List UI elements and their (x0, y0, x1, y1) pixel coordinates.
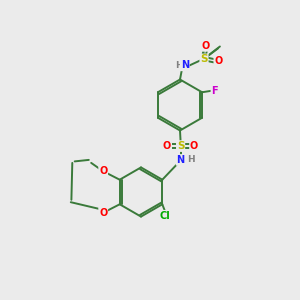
Text: N: N (176, 155, 185, 165)
Text: H: H (187, 155, 195, 164)
Text: O: O (99, 208, 107, 218)
Text: H: H (175, 61, 182, 70)
Text: O: O (163, 141, 171, 151)
Text: O: O (190, 141, 198, 151)
Text: F: F (212, 86, 218, 96)
Text: O: O (99, 166, 107, 176)
Text: S: S (200, 54, 208, 64)
Text: N: N (181, 60, 189, 70)
Text: O: O (214, 56, 223, 66)
Text: O: O (201, 41, 210, 51)
Text: Cl: Cl (160, 211, 171, 221)
Text: S: S (177, 141, 184, 151)
